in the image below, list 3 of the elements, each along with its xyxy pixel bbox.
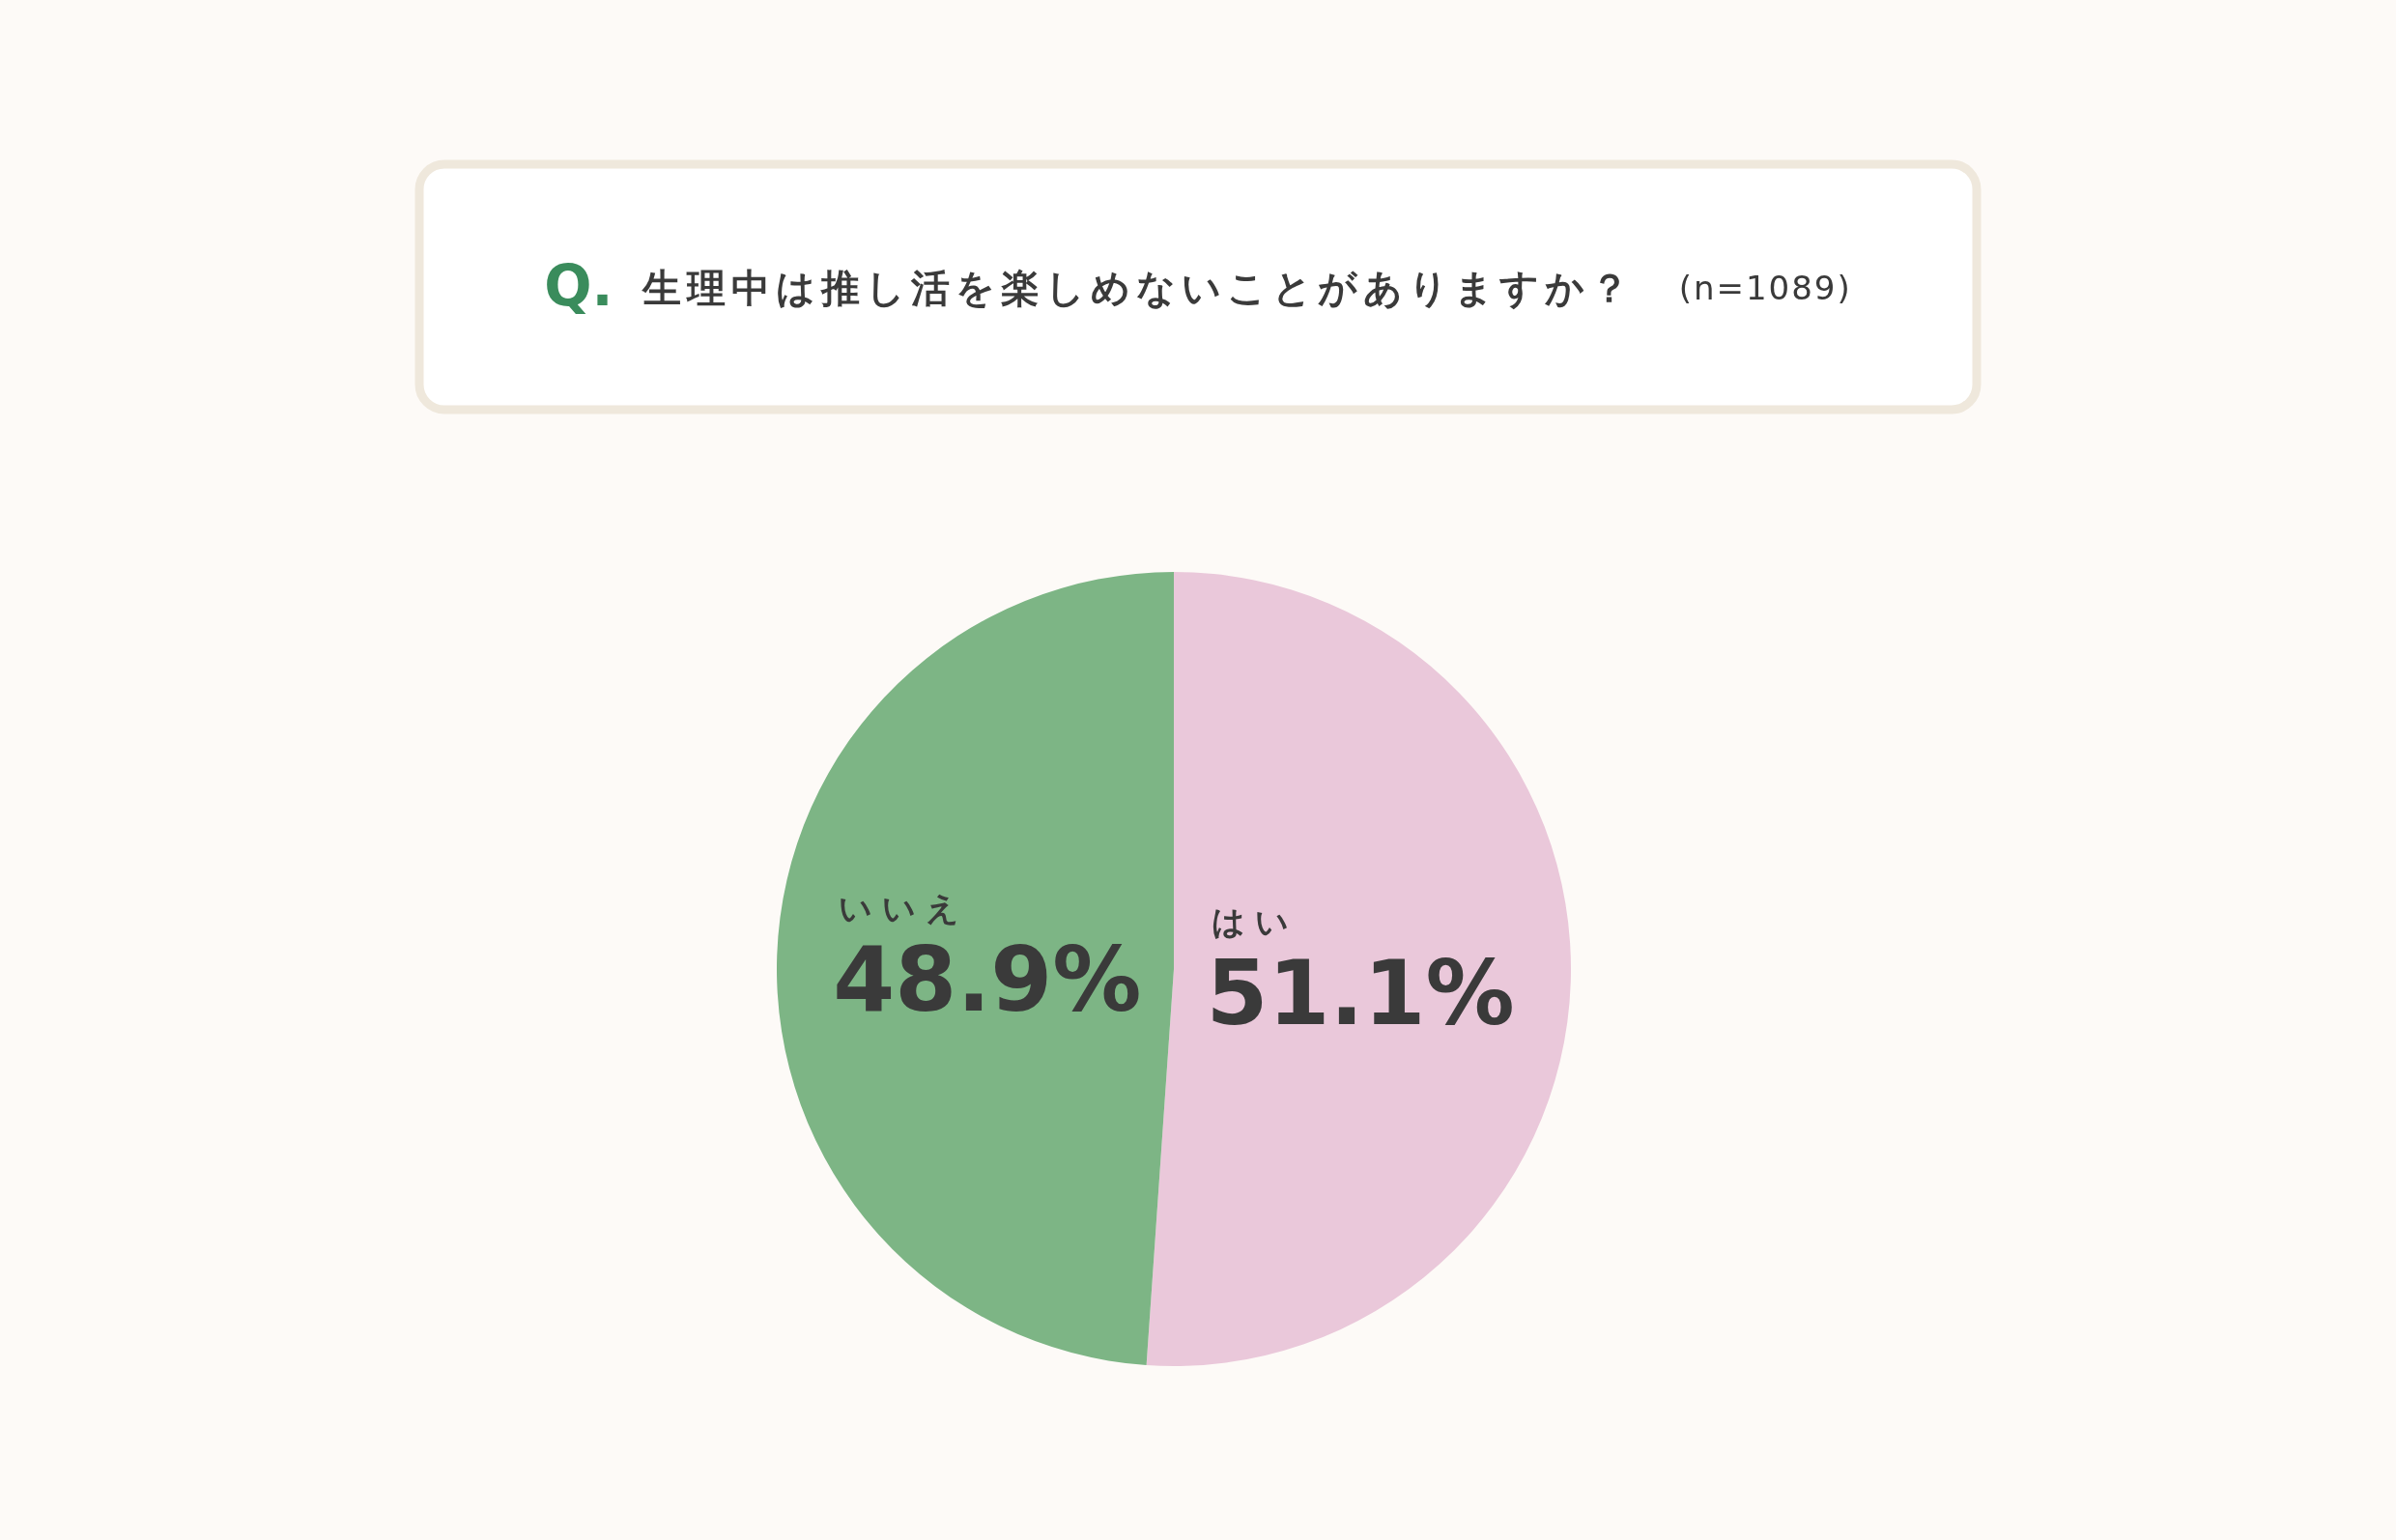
annotation: Q. [544, 253, 613, 319]
title: 生理中は推し活を楽しめないことがありますか？ [642, 266, 1635, 310]
subtitle: (n=1089) [1678, 269, 1852, 307]
